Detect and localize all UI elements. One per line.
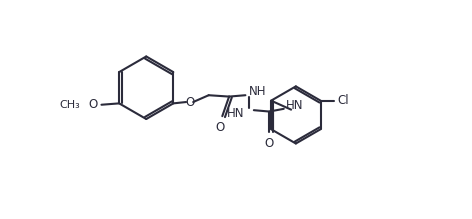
Text: Cl: Cl [337, 94, 349, 107]
Text: HN: HN [286, 99, 303, 112]
Text: NH: NH [248, 85, 266, 98]
Text: O: O [265, 137, 274, 150]
Text: CH₃: CH₃ [59, 100, 80, 110]
Text: O: O [89, 98, 98, 111]
Text: O: O [216, 121, 225, 134]
Text: HN: HN [227, 107, 244, 120]
Text: O: O [185, 95, 194, 109]
